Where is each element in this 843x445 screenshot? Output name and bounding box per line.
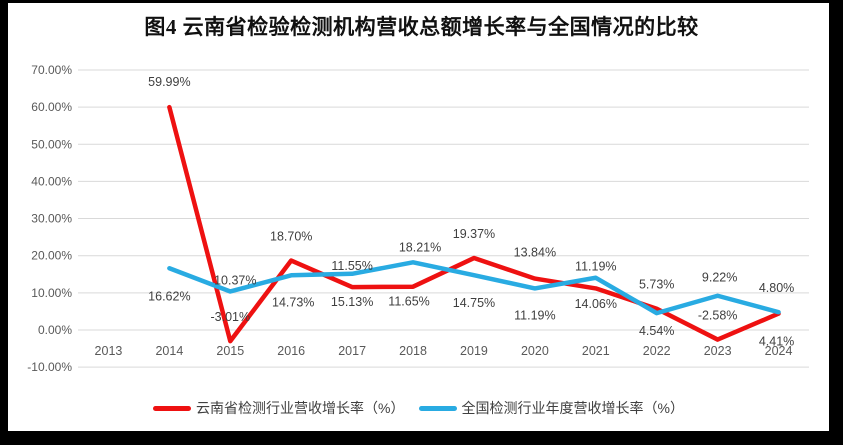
x-axis-tick-label: 2020 bbox=[521, 344, 549, 358]
legend-item-yunnan: 云南省检测行业营收增长率（%） bbox=[153, 398, 405, 418]
x-axis-tick-label: 2016 bbox=[277, 344, 305, 358]
data-label: 13.84% bbox=[514, 246, 556, 260]
y-axis-tick-label: 50.00% bbox=[31, 137, 72, 151]
data-label: 4.41% bbox=[759, 335, 794, 349]
data-label: 14.75% bbox=[453, 296, 495, 310]
x-axis-tick-label: 2014 bbox=[155, 344, 183, 358]
chart-title: 图4 云南省检验检测机构营收总额增长率与全国情况的比较 bbox=[144, 15, 699, 39]
y-axis-tick-label: 60.00% bbox=[31, 100, 72, 114]
data-label: -3.01% bbox=[210, 310, 250, 324]
data-label: 16.62% bbox=[148, 289, 190, 303]
y-axis-tick-label: 30.00% bbox=[31, 212, 72, 226]
y-axis-tick-label: 0.00% bbox=[38, 323, 72, 337]
legend-label-national: 全国检测行业年度营收增长率（%） bbox=[461, 400, 684, 416]
data-label: 15.13% bbox=[331, 295, 373, 309]
data-label: 14.06% bbox=[575, 297, 617, 311]
x-axis-tick-label: 2024 bbox=[765, 344, 793, 358]
series-line-yunnan bbox=[167, 104, 781, 344]
y-axis-tick-label: -10.00% bbox=[27, 360, 72, 374]
data-label: 18.70% bbox=[270, 230, 312, 244]
data-label: 4.54% bbox=[639, 324, 674, 338]
data-label: 19.37% bbox=[453, 227, 495, 241]
data-label: 11.19% bbox=[575, 259, 616, 273]
series-line-national bbox=[167, 260, 781, 316]
data-label: 18.21% bbox=[399, 240, 441, 254]
data-label: 11.19% bbox=[514, 308, 555, 322]
x-axis-tick-label: 2023 bbox=[704, 344, 732, 358]
x-axis-tick-label: 2015 bbox=[216, 344, 244, 358]
data-label: 59.99% bbox=[148, 75, 190, 89]
chart-legend: 云南省检测行业营收增长率（%） 全国检测行业年度营收增长率（%） bbox=[8, 395, 829, 421]
y-axis-tick-label: 70.00% bbox=[31, 63, 72, 77]
y-axis-tick-label: 20.00% bbox=[31, 249, 72, 263]
legend-swatch-national bbox=[418, 405, 457, 411]
data-label: 11.65% bbox=[388, 295, 429, 309]
x-axis-tick-label: 2021 bbox=[582, 344, 610, 358]
x-axis-tick-label: 2013 bbox=[95, 344, 123, 358]
data-label: 14.73% bbox=[272, 295, 314, 309]
x-axis-tick-label: 2017 bbox=[338, 344, 366, 358]
chart-canvas bbox=[8, 3, 829, 431]
data-label: 9.22% bbox=[702, 271, 737, 285]
data-label: 10.37% bbox=[214, 273, 256, 287]
x-axis-tick-label: 2022 bbox=[643, 344, 671, 358]
y-axis-tick-label: 40.00% bbox=[31, 174, 72, 188]
x-axis-tick-label: 2019 bbox=[460, 344, 488, 358]
legend-item-national: 全国检测行业年度营收增长率（%） bbox=[418, 398, 684, 418]
x-axis-tick-label: 2018 bbox=[399, 344, 427, 358]
legend-label-yunnan: 云南省检测行业营收增长率（%） bbox=[196, 400, 405, 416]
data-label: -2.58% bbox=[698, 309, 738, 323]
y-axis-tick-label: 10.00% bbox=[31, 286, 72, 300]
legend-swatch-yunnan bbox=[153, 405, 192, 411]
data-label: 5.73% bbox=[639, 278, 674, 292]
data-label: 11.55% bbox=[331, 259, 372, 273]
data-label: 4.80% bbox=[759, 281, 794, 295]
